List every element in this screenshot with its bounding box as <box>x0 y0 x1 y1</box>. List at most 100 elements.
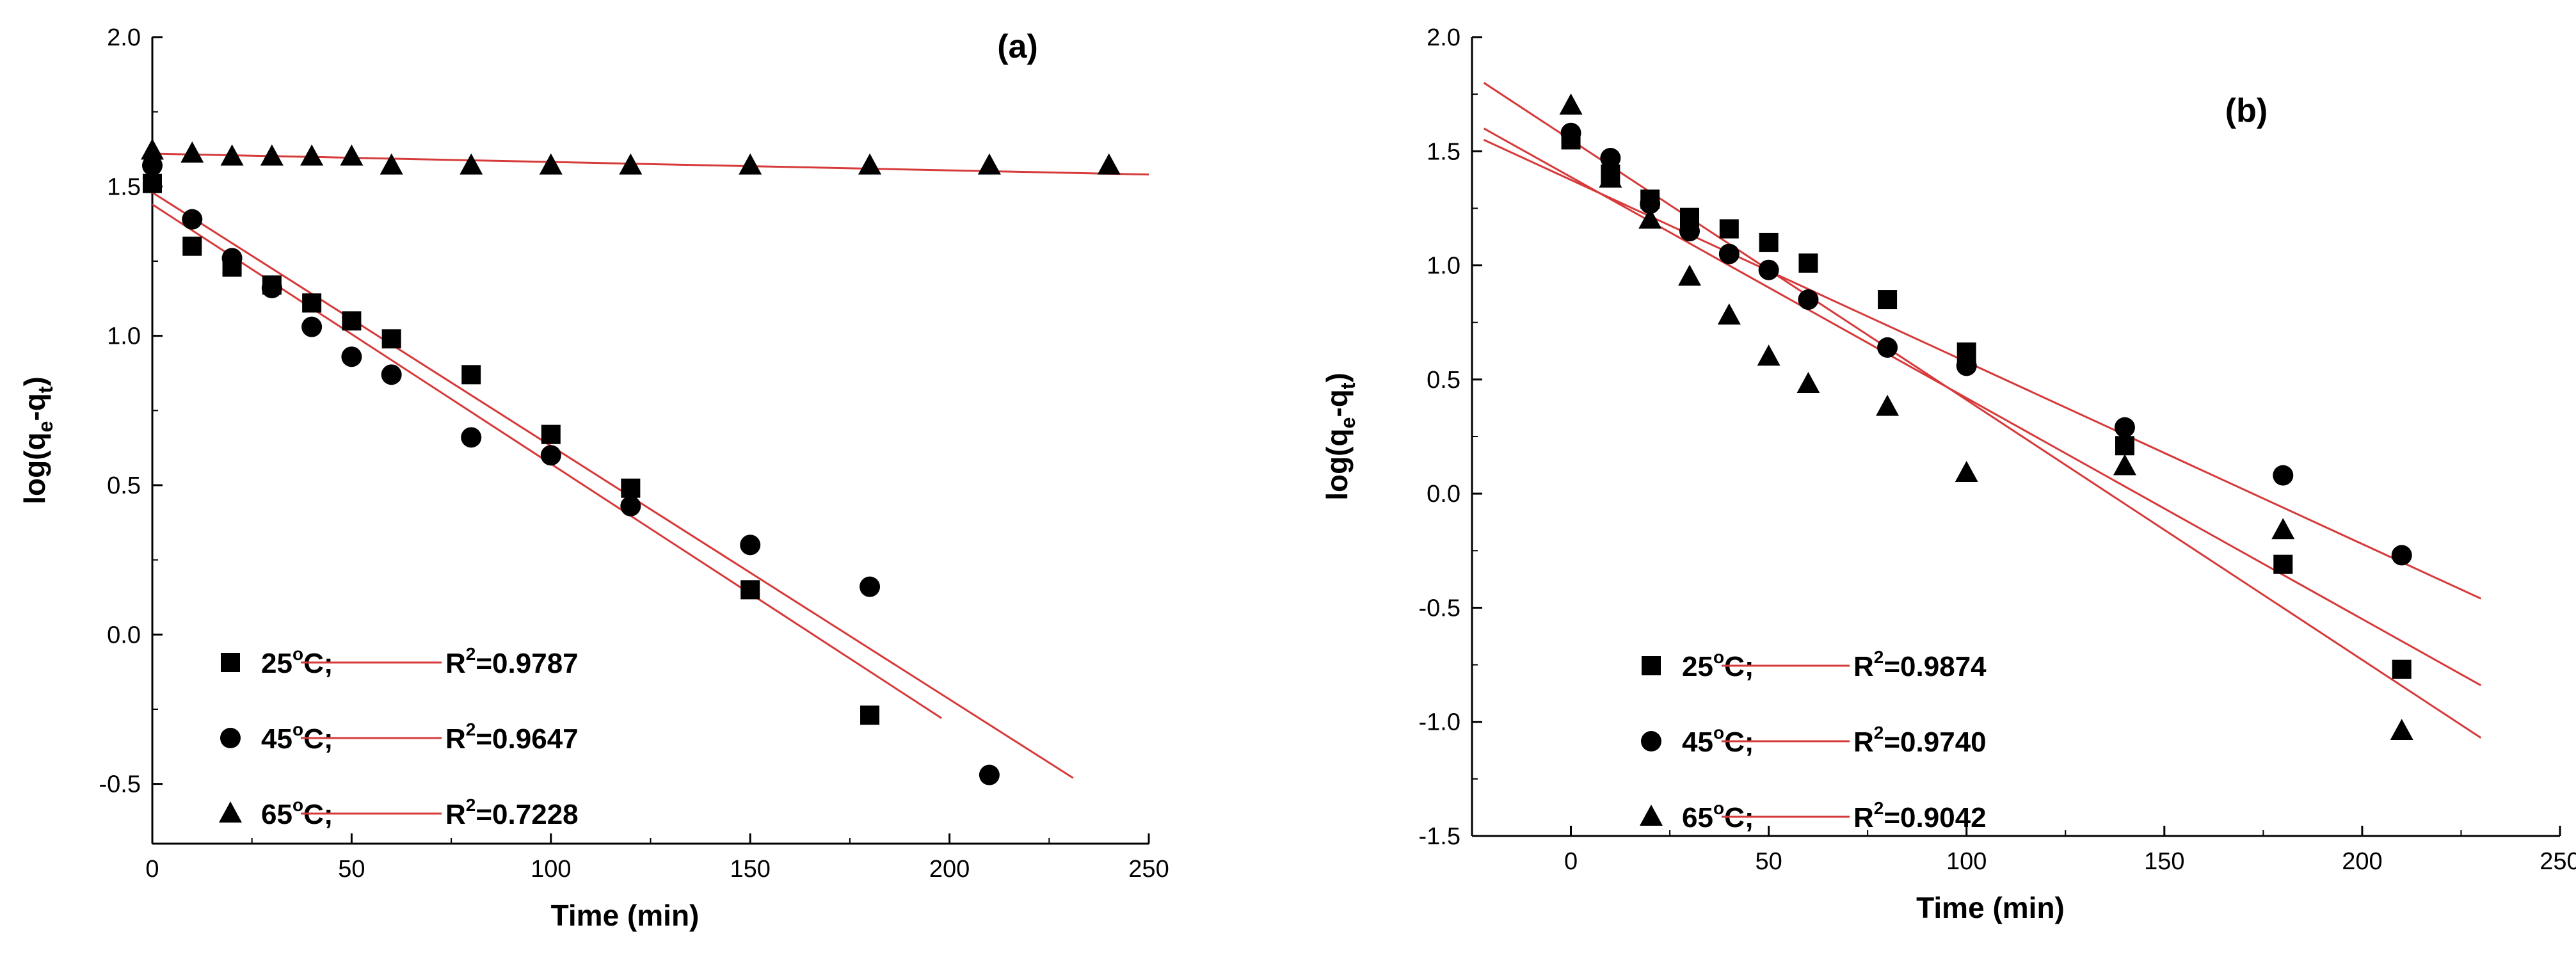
data-point-65c <box>1955 461 1978 483</box>
x-tick-label: 250 <box>1128 856 1169 883</box>
data-point-25c <box>2273 554 2293 574</box>
data-point-45c <box>740 534 761 556</box>
legend-temp: 65 <box>261 799 292 830</box>
legend-marker-65c <box>1640 805 1663 826</box>
y-axis-title-part: log(q <box>18 432 51 504</box>
data-point-65c <box>1796 371 1820 393</box>
data-point-65c <box>300 144 324 166</box>
r2-symbol: R <box>1853 651 1874 682</box>
y-tick-label: 1.0 <box>1427 253 1460 280</box>
data-point-45c <box>1758 259 1779 280</box>
data-point-65c <box>2271 518 2295 540</box>
r2-symbol: R <box>445 648 466 679</box>
fit-line-65c <box>1483 82 2482 739</box>
panel-label: (a) <box>997 28 1038 65</box>
data-point-65c <box>1678 264 1701 286</box>
x-tick-label: 50 <box>1755 848 1782 875</box>
y-axis-title-part: -q <box>1320 389 1354 417</box>
degree-sign: o <box>1713 798 1724 818</box>
legend-r2: R2=0.9740 <box>1853 723 1987 758</box>
data-point-45c <box>860 576 881 597</box>
data-point-65c <box>1717 303 1741 325</box>
y-tick-label: -1.5 <box>1419 823 1460 850</box>
data-point-45c <box>979 764 1000 785</box>
data-point-45c <box>341 346 362 367</box>
r2-value: =0.7228 <box>476 799 578 830</box>
r2-exponent: 2 <box>466 719 476 739</box>
data-point-25c <box>1798 253 1818 273</box>
legend-marker-65c <box>219 801 242 823</box>
y-tick-label: 2.0 <box>1427 24 1460 51</box>
legend-marker-25c <box>1642 656 1661 675</box>
data-point-45c <box>2273 465 2294 486</box>
data-point-65c <box>460 153 483 175</box>
y-axis-title-part: ) <box>18 376 51 386</box>
data-point-65c <box>739 153 762 175</box>
data-point-45c <box>182 209 203 230</box>
y-tick-label: 1.5 <box>107 173 141 200</box>
y-axis-title-part: log(q <box>1320 428 1354 500</box>
data-point-65c <box>2390 718 2413 740</box>
data-point-65c <box>220 144 244 166</box>
r2-value: =0.9042 <box>1884 802 1986 833</box>
legend-temp: 45 <box>1682 727 1713 758</box>
y-tick-label: 0.5 <box>1427 367 1460 394</box>
y-axis-title: log(qe-qt) <box>1320 373 1359 501</box>
degree-sign: o <box>1713 647 1724 667</box>
degree-sign: o <box>292 719 303 739</box>
data-point-25c <box>381 329 401 349</box>
data-point-45c <box>2115 417 2135 438</box>
x-tick-label: 200 <box>2342 848 2382 875</box>
data-point-45c <box>2391 545 2412 566</box>
data-point-25c <box>1719 219 1739 239</box>
data-point-65c <box>1559 93 1583 115</box>
x-tick-label: 0 <box>1564 848 1578 875</box>
y-tick-label: 0.5 <box>107 472 141 499</box>
x-tick-label: 100 <box>1946 848 1987 875</box>
r2-exponent: 2 <box>1874 647 1884 667</box>
data-point-65c <box>260 144 284 166</box>
data-point-45c <box>1956 355 1977 376</box>
y-tick-label: 1.5 <box>1427 138 1460 165</box>
data-point-45c <box>461 427 482 448</box>
legend-r2: R2=0.9647 <box>445 719 579 755</box>
y-axis-title-subscript: e <box>1336 417 1359 429</box>
data-point-65c <box>141 138 164 160</box>
chart-b: 0 50 100 150 200 250 -1.5 -1.0 -0.5 0.0 0.5 1.0 1.5 2… <box>1320 24 2576 924</box>
data-point-65c <box>1876 394 1900 416</box>
chart-a-plot: 0 50 100 150 200 250 -0.5 0.0 0.5 1.0 1.5 2.0 Time (… <box>18 24 1169 932</box>
data-point-45c <box>221 248 243 269</box>
y-axis-title-part: -q <box>18 393 51 421</box>
data-point-65c <box>619 153 643 175</box>
x-tick-label: 200 <box>929 856 970 883</box>
y-tick-label: -0.5 <box>1419 595 1460 622</box>
chart-a: 0 50 100 150 200 250 -0.5 0.0 0.5 1.0 1.5 2.0 Time (… <box>18 24 1169 932</box>
r2-value: =0.9740 <box>1884 727 1986 758</box>
legend-marker-45c <box>220 728 241 748</box>
data-point-25c <box>342 311 362 331</box>
legend-r2: R2=0.9787 <box>445 644 579 679</box>
data-point-45c <box>1600 147 1621 168</box>
data-point-45c <box>381 364 402 385</box>
r2-symbol: R <box>1853 802 1874 833</box>
legend-temp: 65 <box>1682 802 1713 833</box>
r2-exponent: 2 <box>466 795 476 815</box>
data-point-65c <box>180 141 204 163</box>
data-point-25c <box>1759 232 1779 252</box>
data-point-45c <box>301 316 323 337</box>
data-point-25c <box>2115 436 2134 456</box>
legend-label: 25oC; <box>261 644 333 679</box>
x-axis-title: Time (min) <box>1916 891 2065 924</box>
r2-symbol: R <box>445 723 466 755</box>
fit-line-45c <box>1483 139 2481 600</box>
data-point-25c <box>541 424 561 444</box>
legend-temp: 25 <box>261 648 292 679</box>
panel-label: (b) <box>2225 92 2268 129</box>
data-point-45c <box>1640 193 1661 214</box>
data-point-25c <box>143 173 162 193</box>
data-point-45c <box>261 278 282 298</box>
data-point-25c <box>621 478 641 498</box>
y-tick-label: 0.0 <box>107 622 141 648</box>
data-point-45c <box>1718 243 1740 264</box>
r2-value: =0.9874 <box>1884 651 1987 682</box>
